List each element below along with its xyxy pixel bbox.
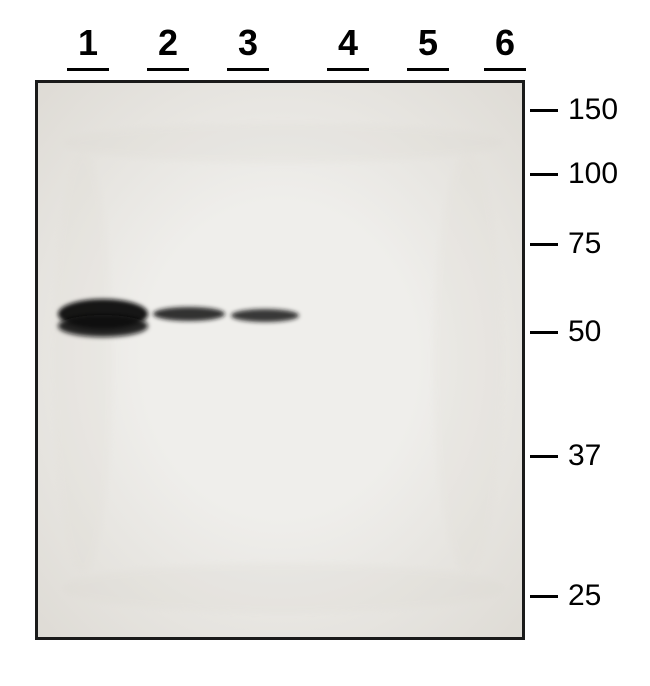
lane-label-3: 3 [238,22,258,64]
bands-layer [38,83,528,643]
figure-container: { "figure": { "type": "western-blot", "c… [0,0,650,686]
mw-label-75: 75 [568,227,601,261]
lane-label-2: 2 [158,22,178,64]
lane-label-6: 6 [495,22,515,64]
lane-label-4: 4 [338,22,358,64]
mw-tick-100 [530,173,558,176]
mw-tick-150 [530,109,558,112]
mw-label-25: 25 [568,579,601,613]
lane-underline-4 [327,68,369,71]
band-lane-2 [153,307,225,321]
lane-label-5: 5 [418,22,438,64]
lane-underline-5 [407,68,449,71]
mw-tick-75 [530,243,558,246]
band-lane-3 [231,309,299,322]
lane-label-1: 1 [78,22,98,64]
mw-tick-25 [530,595,558,598]
mw-tick-37 [530,455,558,458]
mw-label-100: 100 [568,157,618,191]
lane-underline-2 [147,68,189,71]
lane-underline-1 [67,68,109,71]
mw-label-150: 150 [568,93,618,127]
mw-label-37: 37 [568,439,601,473]
blot-frame [35,80,525,640]
mw-label-50: 50 [568,315,601,349]
mw-tick-50 [530,331,558,334]
band-lane-1 [58,315,148,337]
lane-underline-3 [227,68,269,71]
lane-underline-6 [484,68,526,71]
